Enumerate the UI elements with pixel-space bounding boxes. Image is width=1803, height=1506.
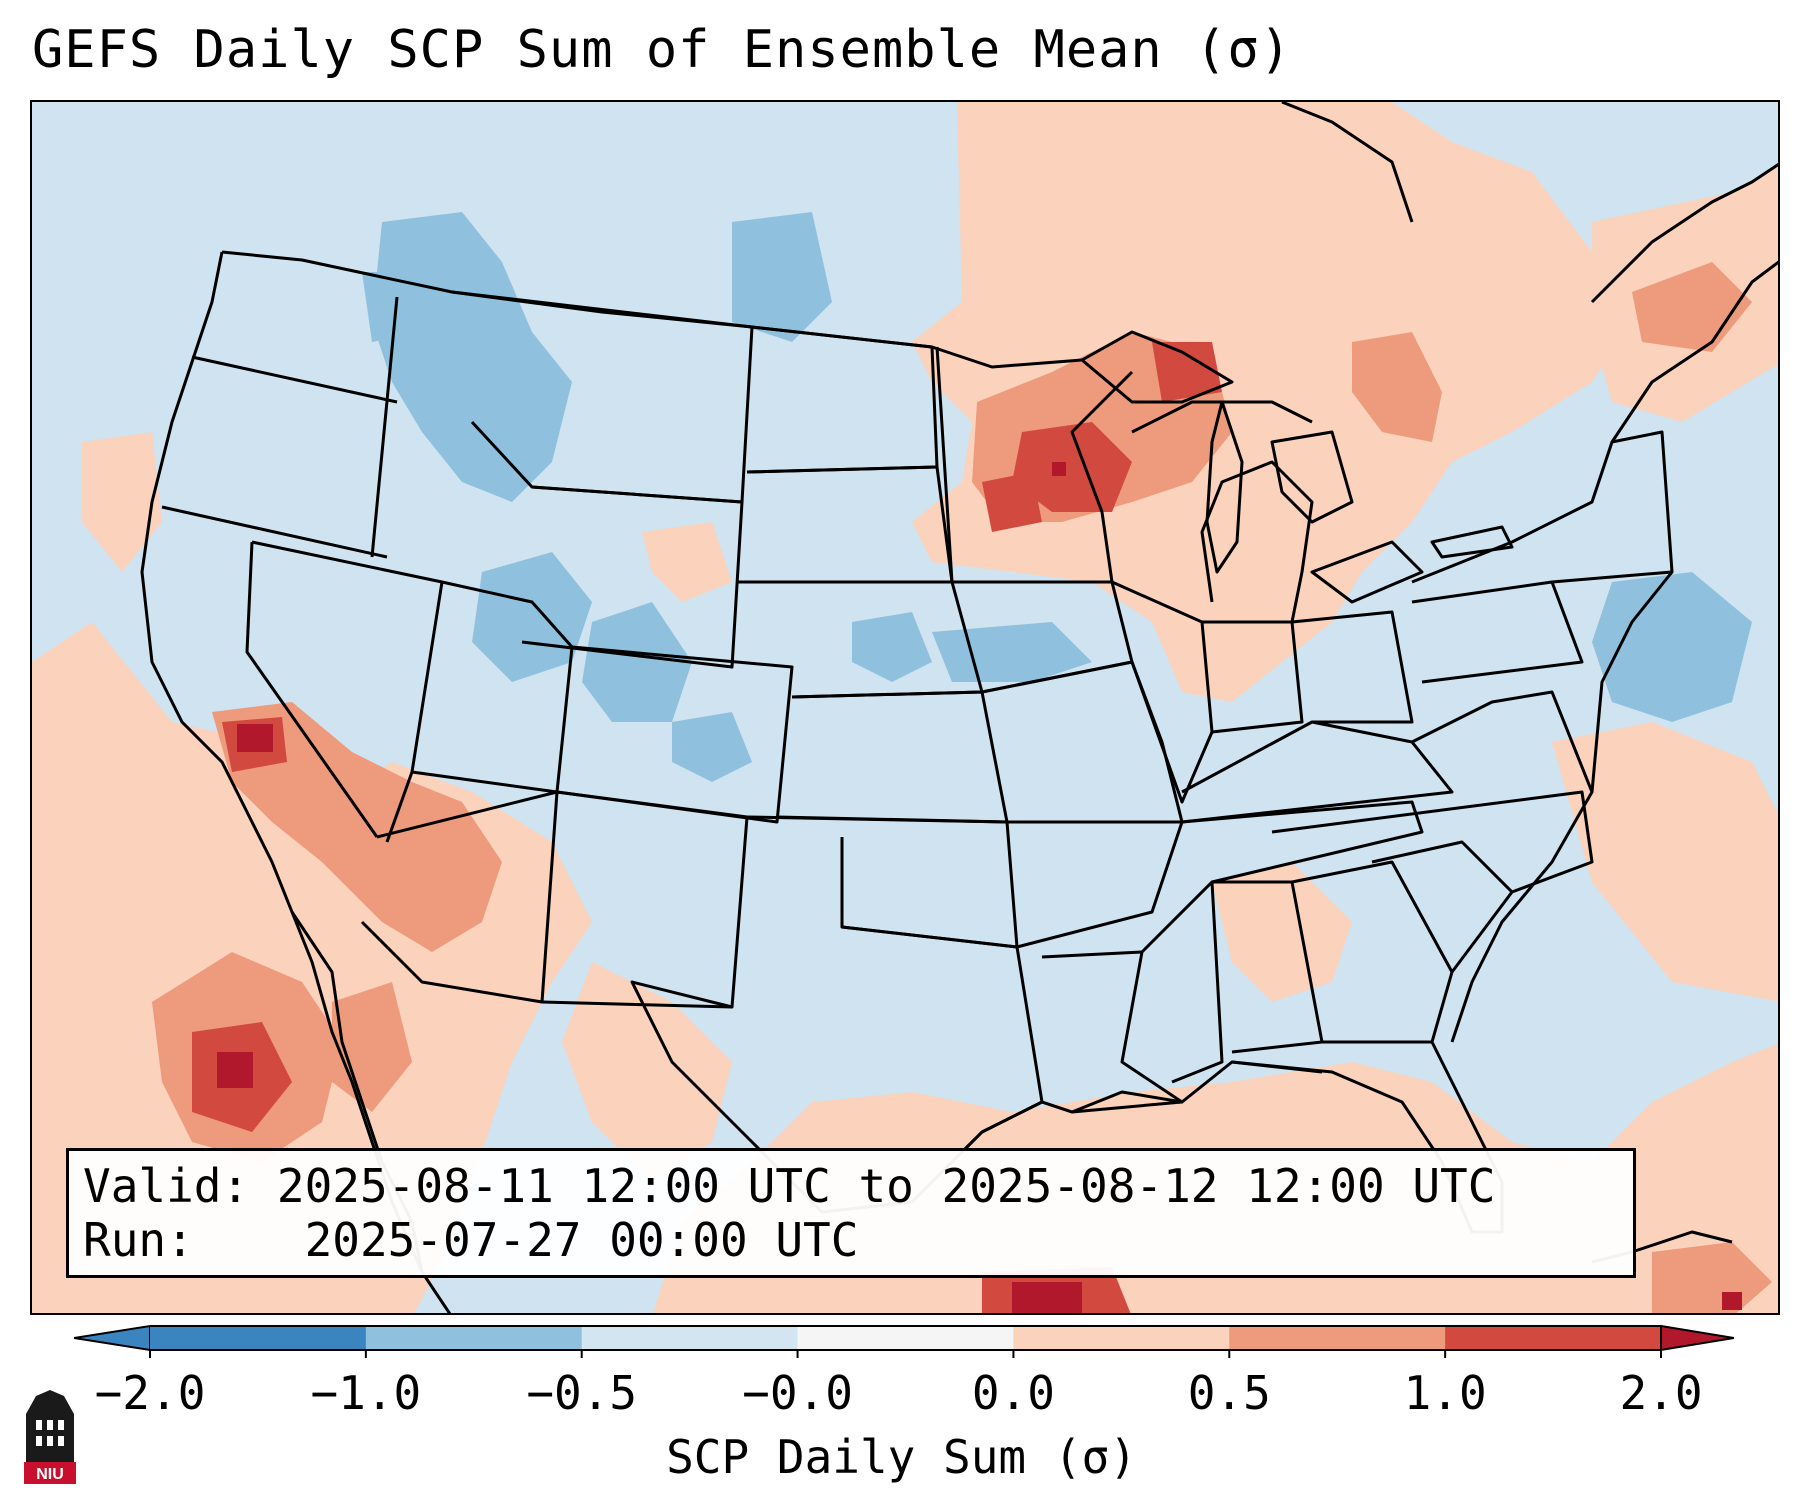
colorbar-tick-label: −1.0 [310, 1366, 422, 1420]
oh-border [1291, 610, 1414, 724]
ca-nv-border [245, 541, 379, 838]
pos-extreme-cell-baja [217, 1052, 253, 1088]
validity-info-box: Valid: 2025-08-11 12:00 UTC to 2025-08-1… [66, 1148, 1636, 1278]
lake-ontario [1430, 525, 1514, 559]
colorbar-tick-label: 0.5 [1187, 1366, 1271, 1420]
colorbar-ticks [149, 1350, 1662, 1358]
lake-huron [1270, 430, 1354, 524]
colorbar-tick-label: −0.0 [742, 1366, 853, 1420]
al-border [1212, 880, 1324, 1054]
pos-weak-region-plains [642, 522, 732, 602]
pos-extreme-cell-wi [1052, 462, 1066, 476]
valid-value: 2025-08-11 12:00 UTC to 2025-08-12 12:00… [276, 1159, 1496, 1213]
lake-erie [1310, 540, 1424, 604]
nc-border [1271, 790, 1594, 894]
ar-border [1007, 820, 1184, 949]
pos-mid-region-ontario [1352, 332, 1442, 442]
colorbar-extend-high [1660, 1324, 1734, 1352]
pos-weak-region-atlantic [1552, 722, 1778, 1002]
colorbar-tick-label: 1.0 [1403, 1366, 1487, 1420]
oregon-border [161, 505, 388, 559]
map-panel [30, 100, 1780, 1315]
pos-weak-region-pacific-nw [82, 432, 162, 572]
pos-extreme-cell-gulf [1012, 1282, 1082, 1313]
neg-region-iowa [932, 622, 1092, 682]
mi-lower [1200, 460, 1314, 623]
colorbar-tick-label: −2.0 [94, 1366, 206, 1420]
neg-region-nebraska [852, 612, 932, 682]
colorbar-label: SCP Daily Sum (σ) [666, 1430, 1137, 1484]
mt-border [451, 290, 754, 504]
colorbar-segment [797, 1326, 1014, 1350]
pos-weak-region-southwest [32, 622, 592, 1313]
nevada-border [251, 540, 444, 843]
pos-strong-region-minnesota [982, 472, 1042, 532]
wa-or-border [191, 355, 398, 404]
quebec-coast [1590, 162, 1778, 304]
run-value: 2025-07-27 00:00 UTC [304, 1213, 859, 1267]
pos-weak-region-southeast [1212, 862, 1352, 1002]
pos-mid-region-southwest [212, 702, 502, 952]
pos-extreme-cell-ca [237, 724, 273, 752]
east-coast [1450, 571, 1674, 1043]
neg-region-wyoming [472, 552, 592, 682]
west-coast [140, 251, 452, 1313]
colorbar-segment [581, 1326, 799, 1350]
niu-logo-icon: NIU [24, 1390, 76, 1484]
neg-region-utah [582, 602, 692, 722]
neg-region-montana [732, 212, 832, 342]
svg-text:NIU: NIU [36, 1466, 64, 1483]
colorbar-segments [150, 1326, 1662, 1350]
idaho-west [370, 296, 399, 558]
sc-border [1371, 840, 1514, 973]
va-border [1411, 690, 1594, 793]
valid-label: Valid: [83, 1159, 250, 1213]
pos-extreme-cell-carib [1722, 1292, 1742, 1310]
pa-border [1411, 580, 1584, 684]
run-label: Run: [83, 1213, 194, 1267]
lake-michigan [1205, 400, 1244, 574]
hudson-area-coast [1281, 102, 1414, 223]
colorbar-extend-low [74, 1324, 151, 1352]
colorbar-tick-label: −0.5 [526, 1366, 638, 1420]
pos-strong-region-michigan-up [1152, 342, 1222, 402]
tn-border [1152, 800, 1424, 884]
colorbar-segment [1013, 1326, 1230, 1350]
colorbar-tick-label: 0.0 [971, 1366, 1055, 1420]
neg-region-atlantic [1592, 572, 1752, 722]
mn-border [935, 346, 1134, 584]
neg-region-colorado [672, 712, 752, 782]
colorbar-segment [1445, 1326, 1662, 1350]
gulf-coast [910, 1060, 1323, 1204]
ms-border [1140, 880, 1224, 1084]
colorbar-segment [365, 1326, 583, 1350]
lake-superior [1080, 330, 1234, 404]
chart-title: GEFS Daily SCP Sum of Ensemble Mean (σ) [32, 20, 1292, 80]
in-border [1202, 620, 1304, 734]
pos-weak-region-texas [562, 962, 732, 1182]
pos-strong-region-wisconsin [1012, 422, 1132, 512]
co-border [556, 645, 794, 824]
colorbar-segment [150, 1326, 367, 1350]
colorbar [74, 1324, 1734, 1358]
mi-upper [1131, 400, 1313, 434]
map-canvas [32, 102, 1778, 1313]
colorbar-tick-label: 2.0 [1619, 1366, 1703, 1420]
neg-region-washington [362, 272, 422, 342]
colorbar-segment [1229, 1326, 1446, 1350]
new-england [1610, 260, 1778, 443]
